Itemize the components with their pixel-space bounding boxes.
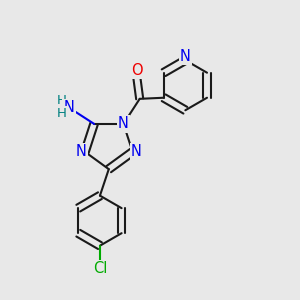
Text: O: O	[131, 63, 142, 78]
Text: N: N	[76, 144, 87, 159]
Text: N: N	[131, 144, 142, 159]
Text: N: N	[118, 116, 129, 131]
Text: H: H	[57, 107, 67, 120]
Text: N: N	[180, 49, 191, 64]
Text: H: H	[57, 94, 67, 107]
Text: Cl: Cl	[93, 261, 107, 276]
Text: N: N	[64, 100, 74, 115]
